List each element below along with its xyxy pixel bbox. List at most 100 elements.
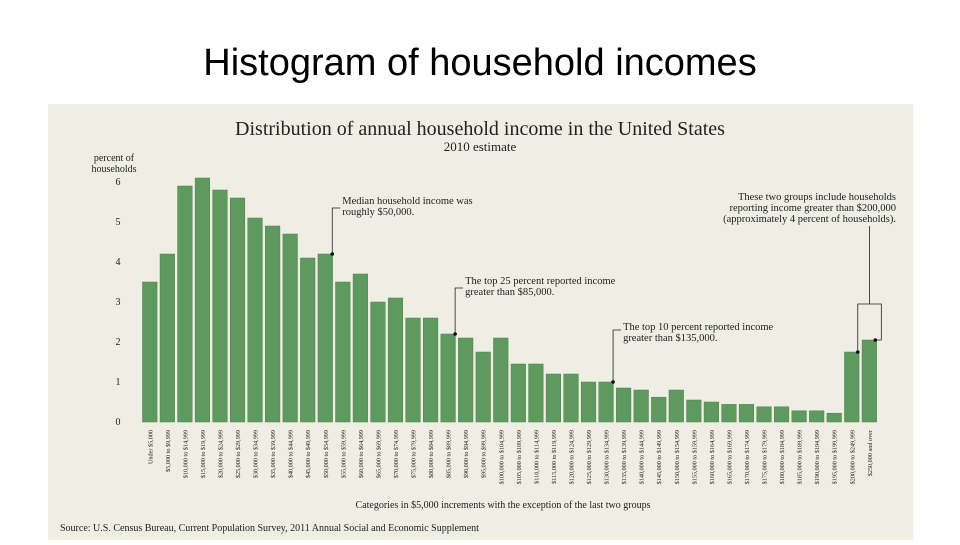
annotation-text-top10: The top 10 percent reported income [623,322,773,333]
histogram-bar [510,363,526,423]
histogram-bar [721,404,737,423]
x-tick-label: $100,000 to $104,999 [498,430,505,484]
annotation-marker [453,332,457,336]
chart-title: Distribution of annual household income … [235,118,725,140]
y-tick-label: 3 [116,297,121,308]
x-tick-label: $180,000 to $184,999 [779,430,786,484]
histogram-bar [335,281,351,423]
x-tick-label: $10,000 to $14,999 [182,430,189,478]
x-tick-label: $70,000 to $74,999 [393,430,400,478]
x-tick-label: $125,000 to $129,999 [586,430,593,484]
y-axis-label-line-2: households [92,164,137,175]
x-tick-label: $5,000 to $9,999 [165,430,172,472]
annotation-marker [330,252,335,256]
annotation-leader-median [331,207,341,254]
histogram-bar [809,410,825,423]
histogram-bar [738,404,755,423]
histogram-bar [668,389,684,423]
x-tick-label: $85,000 to $89,999 [446,430,453,478]
annotation-text-median: Median household income was [342,196,472,207]
annotation-text-top-groups: (approximately 4 percent of households). [723,214,896,225]
histogram-bar [616,387,632,423]
histogram-bar [844,351,860,423]
histogram-bar [159,253,175,423]
x-tick-label: $80,000 to $84,999 [428,430,435,478]
x-tick-label: $25,000 to $29,999 [235,430,242,478]
y-tick-label: 0 [116,417,121,428]
histogram-bar [317,253,333,423]
y-tick-label: 1 [116,377,121,388]
x-tick-label: $65,000 to $69,999 [375,430,382,478]
y-tick-label: 5 [116,217,121,228]
histogram-bar [633,389,649,423]
histogram-bar [247,217,263,423]
x-tick-label: $150,000 to $154,999 [674,430,681,484]
x-tick-label: $60,000 to $64,999 [358,430,365,478]
annotation-leader-top10 [612,329,622,382]
x-tick-label: $130,000 to $134,999 [604,430,611,484]
histogram-bar [265,225,281,423]
annotation-text-top-groups: These two groups include households [738,192,896,203]
histogram-bar [458,337,474,423]
histogram-bar [580,381,597,423]
annotation-text-top-groups: reporting income greater than $200,000 [730,203,897,214]
x-tick-label: $145,000 to $149,999 [656,430,663,484]
histogram-bar [703,401,719,423]
histogram-bar [826,412,842,423]
histogram-bar [212,189,228,423]
x-tick-label: $40,000 to $44,999 [288,430,295,478]
annotation-text-top10: greater than $135,000. [623,333,717,344]
histogram-bar [861,339,877,423]
x-tick-label: $190,000 to $194,999 [814,430,821,484]
histogram-bar [405,317,421,423]
x-tick-label: $140,000 to $144,999 [639,430,646,484]
x-tick-label: $90,000 to $94,999 [463,430,470,478]
x-tick-label: $120,000 to $124,999 [568,430,575,484]
x-tick-label: $165,000 to $169,999 [726,430,733,484]
histogram-bar [475,351,491,423]
x-tick-label: $75,000 to $79,999 [411,430,418,478]
y-tick-label: 6 [116,177,121,188]
chart-panel: Distribution of annual household income … [48,104,913,540]
x-tick-label: $155,000 to $159,999 [691,430,698,484]
annotation-marker [855,350,860,354]
x-tick-label: $170,000 to $174,999 [744,430,751,484]
annotation-leader-top25 [454,287,464,334]
x-tick-label: $175,000 to $179,999 [762,430,769,484]
annotation-text-top25: greater than $85,000. [465,287,554,298]
x-tick-label: $45,000 to $49,999 [305,430,312,478]
histogram-bar [791,410,807,423]
histogram-bar [774,406,790,423]
x-tick-label: $95,000 to $99,999 [481,430,488,478]
histogram-bar [528,363,544,423]
histogram-bar [177,185,193,423]
y-tick-label: 2 [116,337,121,348]
x-tick-label: $55,000 to $59,999 [340,430,347,478]
histogram-bar [440,333,456,423]
histogram-bar [651,396,667,423]
histogram-bar [194,177,210,423]
x-tick-label: $30,000 to $34,999 [253,430,260,478]
annotation-bracket-top-groups [857,303,882,352]
histogram-bar [598,381,614,423]
x-tick-label: $135,000 to $139,999 [621,430,628,484]
x-tick-label: $15,000 to $19,999 [200,430,207,478]
annotation-text-top25: The top 25 percent reported income [465,276,615,287]
x-tick-label: $35,000 to $39,999 [270,430,277,478]
histogram-bar [142,281,158,423]
x-axis-label: Categories in $5,000 increments with the… [356,500,651,511]
annotation-marker [873,338,878,342]
x-tick-label: $200,000 to $249,999 [849,430,856,484]
histogram-bar [282,233,298,423]
histogram-bar [563,373,579,423]
x-tick-label: $110,000 to $114,999 [533,430,540,484]
x-tick-label: $115,000 to $119,999 [551,430,558,484]
x-tick-label: $195,000 to $199,999 [832,430,839,484]
histogram-bar [300,257,316,423]
x-tick-label: $160,000 to $164,999 [709,430,716,484]
y-tick-label: 4 [116,257,121,268]
x-tick-label: $105,000 to $109,999 [516,430,523,484]
histogram-bar [756,406,772,423]
histogram-bar [686,399,702,423]
histogram-bar [229,197,246,423]
